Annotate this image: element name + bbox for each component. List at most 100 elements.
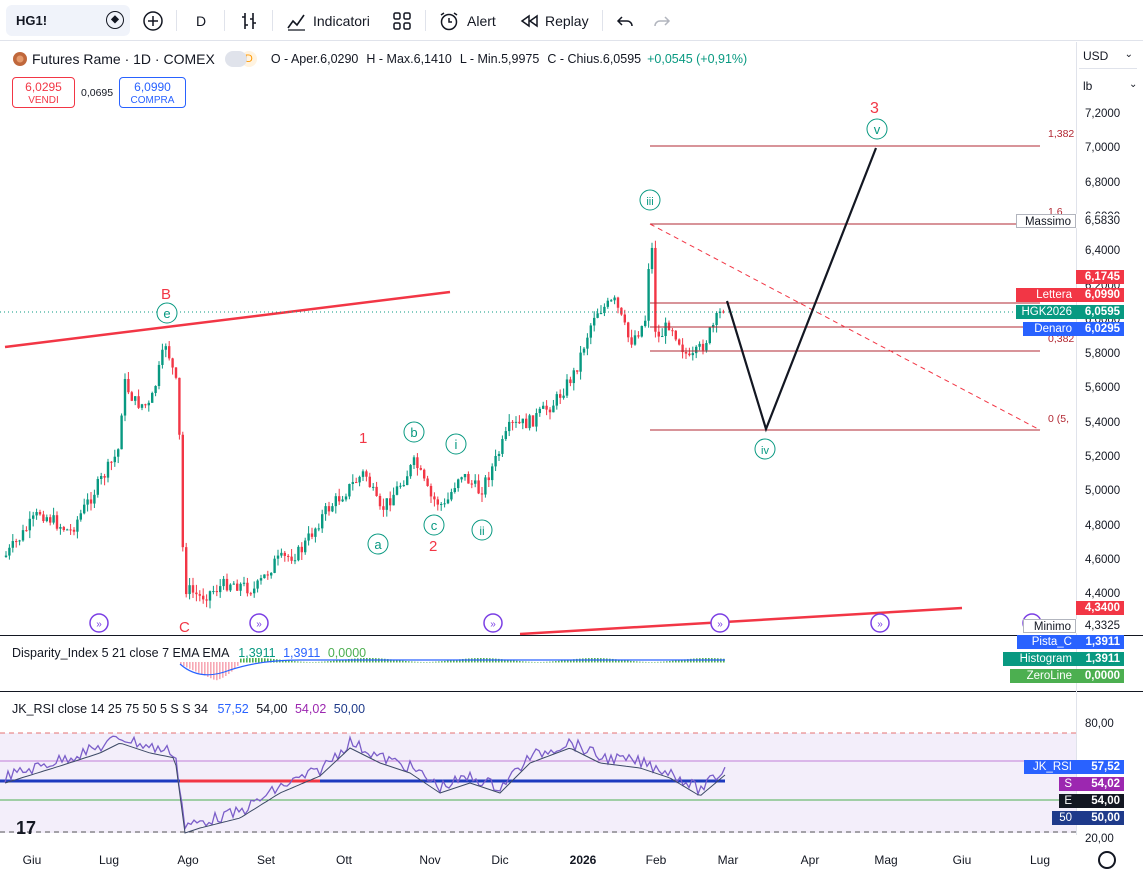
histogram-bar <box>531 661 533 663</box>
chart-type-button[interactable] <box>238 5 260 36</box>
candle-body <box>555 394 558 406</box>
price-label-name: Minimo <box>1022 619 1076 633</box>
histogram-bar <box>306 661 308 663</box>
candle-body <box>327 506 331 512</box>
histogram-bar <box>294 661 296 663</box>
histogram-bar <box>411 661 413 663</box>
histogram-bar <box>345 659 347 663</box>
histogram-bar <box>567 659 569 663</box>
candle-body <box>562 395 565 398</box>
histogram-bar <box>465 658 467 663</box>
alert-label: Alert <box>467 12 496 29</box>
indicators-button[interactable]: Indicatori <box>285 5 370 36</box>
svg-text:v: v <box>874 122 881 137</box>
candle-body <box>596 313 599 318</box>
candle-body <box>674 330 677 340</box>
undo-button[interactable] <box>615 5 635 36</box>
pane-divider-2[interactable] <box>0 691 1143 692</box>
candle-body <box>174 367 178 378</box>
candle-body <box>681 344 684 353</box>
histogram-bar <box>549 661 551 663</box>
histogram-bar <box>234 662 236 669</box>
histogram-bar <box>207 662 209 677</box>
histogram-bar <box>201 662 203 675</box>
candle-body <box>314 528 317 537</box>
histogram-bar <box>555 661 557 663</box>
candle-body <box>365 471 368 477</box>
candle-body <box>256 580 259 589</box>
disparity-label-value: 0,0000 <box>1076 669 1124 683</box>
histogram-bar <box>690 658 692 663</box>
market-status-icon[interactable] <box>224 51 247 67</box>
wave-a: a <box>367 533 389 555</box>
candle-body <box>640 326 643 337</box>
redo-button[interactable] <box>652 5 672 36</box>
candle-body <box>103 476 106 478</box>
candle-body <box>72 529 76 532</box>
candle-body <box>287 555 290 557</box>
histogram-bar <box>216 662 218 681</box>
layouts-button[interactable] <box>392 5 412 36</box>
histogram-bar <box>249 658 251 663</box>
wave-i: i <box>445 433 467 455</box>
candle-body <box>440 503 443 505</box>
rsi-line <box>4 735 726 831</box>
sell-button[interactable]: 6,0295 VENDI <box>12 77 75 108</box>
candle-body <box>25 530 28 532</box>
candle-body <box>96 479 99 495</box>
symbol-search[interactable]: HG1! ◆ <box>6 5 130 36</box>
candle-body <box>100 476 103 480</box>
fib-diagonal <box>649 223 1041 431</box>
compare-button[interactable] <box>142 5 164 36</box>
price-axis[interactable]: 7,20007,00006,80006,60006,40006,20006,00… <box>1076 42 1143 845</box>
wave-ii: ii <box>471 519 493 541</box>
event-marker-icon <box>483 613 503 633</box>
histogram-bar <box>519 661 521 663</box>
candle-body <box>276 555 280 559</box>
candle-body <box>654 247 657 332</box>
disparity-title: Disparity_Index 5 21 close 7 EMA EMA <box>12 646 229 660</box>
buy-button[interactable]: 6,0990 COMPRA <box>119 77 186 108</box>
wave-3: 3 <box>870 100 879 117</box>
svg-text:e: e <box>163 306 170 321</box>
histogram-bar <box>429 661 431 663</box>
candle-body <box>137 396 140 408</box>
candle-body <box>535 413 538 427</box>
histogram-bar <box>669 661 671 663</box>
histogram-bar <box>612 658 614 663</box>
alarm-clock-icon <box>440 11 458 30</box>
histogram-bar <box>615 659 617 663</box>
rsi-label-name: S <box>1059 777 1076 791</box>
alert-button[interactable]: Alert <box>438 5 496 36</box>
unit-select[interactable]: lb ⌄ <box>1083 79 1137 93</box>
pane-divider-1[interactable] <box>0 635 1143 636</box>
time-axis[interactable]: Giu Lug Ago Set Ott Nov Dic 2026 Feb Mar Apr Mag Giu… <box>0 847 1076 877</box>
candle-body <box>236 583 239 591</box>
histogram-bar <box>654 661 656 663</box>
wave-iii: iii <box>639 189 661 211</box>
candle-body <box>606 300 609 307</box>
contract-icon[interactable]: ◆ <box>106 11 124 29</box>
currency-select[interactable]: USD ⌄ <box>1079 49 1137 69</box>
price-tick: 7,0000 <box>1085 142 1121 155</box>
histogram-bar <box>222 662 224 678</box>
candle-body <box>406 476 409 486</box>
candle-body <box>664 322 667 337</box>
lower-trendline <box>519 606 963 636</box>
candle-body <box>11 541 14 548</box>
histogram-bar <box>315 661 317 663</box>
gear-icon[interactable] <box>1098 851 1116 869</box>
chart-canvas[interactable]: 1,382 1,6 0,382 0 (5, B e C 1 2 3 a b c … <box>0 42 1076 847</box>
histogram-bar <box>546 661 548 663</box>
candle-body <box>630 337 633 345</box>
interval-button[interactable]: D <box>196 12 207 29</box>
candle-body <box>378 495 382 507</box>
histogram-bar <box>225 662 227 676</box>
histogram-bar <box>189 662 191 669</box>
fib-label-1382: 1,382 <box>1048 128 1074 140</box>
replay-button[interactable]: Replay <box>518 5 589 36</box>
histogram-bar <box>330 660 332 663</box>
candle-body <box>215 591 218 593</box>
histogram-bar <box>552 661 554 663</box>
candle-body <box>501 439 504 454</box>
